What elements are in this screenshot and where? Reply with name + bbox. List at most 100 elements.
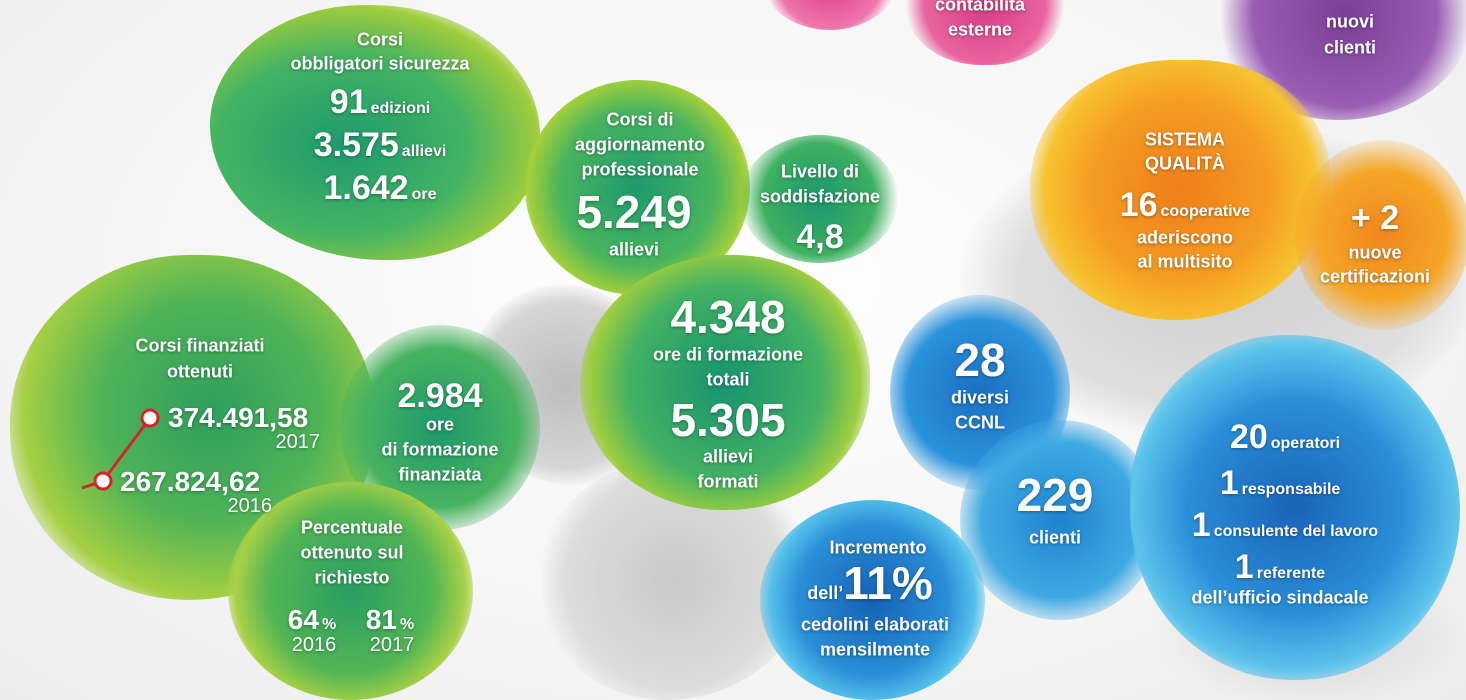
year: 2016: [228, 495, 273, 517]
label: al multisito: [1137, 252, 1232, 272]
label: contabilità: [935, 0, 1025, 15]
text-line: aggiornamento: [575, 136, 705, 155]
label: aderiscono: [1137, 228, 1233, 248]
label: certificazioni: [1320, 267, 1430, 287]
label: nuove: [1348, 243, 1401, 263]
text-line: 4.348: [670, 294, 785, 340]
figure: 229: [1017, 469, 1094, 521]
text-line: cedolini elaborati: [801, 616, 949, 635]
label: soddisfazione: [760, 187, 880, 207]
label: ottenuto sul: [301, 543, 404, 563]
text-line: di formazione: [381, 441, 498, 460]
text-line: finanziata: [398, 466, 481, 485]
infographic: contabilità esterne nuovi clienti Corsi obbli…: [0, 0, 1466, 700]
figure: 1: [1220, 464, 1239, 502]
label: diversi: [951, 388, 1009, 408]
label: responsabile: [1242, 481, 1341, 498]
label: %: [400, 616, 414, 633]
text-line: richiesto: [314, 569, 389, 588]
text-line: 2017: [276, 432, 321, 452]
figure: 28: [954, 334, 1005, 386]
point: [142, 410, 158, 426]
label: di formazione: [381, 440, 498, 460]
text-line: ottenuti: [167, 363, 233, 382]
text-line: ottenuto sul: [301, 544, 404, 563]
figure: 374.491,58: [168, 402, 308, 433]
figure: 4,8: [796, 218, 843, 256]
figure: 20: [1230, 418, 1268, 456]
label: esterne: [948, 20, 1012, 40]
label: totali: [707, 370, 750, 390]
label: QUALITÀ: [1145, 154, 1225, 174]
text-line: CCNL: [955, 414, 1005, 433]
figure: 5.305: [670, 394, 785, 446]
label: Corsi: [357, 30, 403, 50]
label: cedolini elaborati: [801, 615, 949, 635]
figure: 3.575: [314, 126, 399, 164]
label: nuovi: [1326, 12, 1374, 32]
text-line: Corsi di: [606, 111, 673, 130]
text-line: certificazioni: [1320, 268, 1430, 287]
text-line: aderiscono: [1137, 229, 1233, 248]
text-line: clienti: [1029, 529, 1081, 548]
text-line: mensilmente: [820, 641, 930, 660]
figure: 2.984: [397, 377, 482, 415]
label: Corsi di: [606, 110, 673, 130]
year: 2017: [370, 634, 415, 656]
text-line: 2017: [370, 635, 415, 655]
point: [95, 473, 111, 489]
figure: 16: [1120, 186, 1158, 224]
label: consulente del lavoro: [1214, 523, 1378, 540]
figure: 1: [1235, 548, 1254, 586]
label: Corsi finanziati: [135, 336, 264, 356]
text-line: 28: [954, 337, 1005, 383]
text-line: 64%: [288, 606, 336, 634]
label: mensilmente: [820, 640, 930, 660]
text-line: clienti: [1324, 39, 1376, 58]
text-line: 5.249: [576, 189, 691, 235]
label: SISTEMA: [1145, 130, 1225, 150]
figure: 91: [330, 83, 368, 121]
text-line: + 2: [1351, 201, 1399, 235]
label: Incremento: [829, 538, 926, 558]
text-line: professionale: [581, 161, 698, 180]
label: allievi: [703, 447, 753, 467]
year: 2017: [276, 431, 321, 453]
label: clienti: [1029, 528, 1081, 548]
label: CCNL: [955, 413, 1005, 433]
text-line: 374.491,58: [168, 404, 308, 432]
text-line: Corsi: [357, 31, 403, 50]
text-line: QUALITÀ: [1145, 155, 1225, 174]
label: clienti: [1324, 38, 1376, 58]
figure: + 2: [1351, 199, 1399, 237]
text-line: Corsi finanziati: [135, 337, 264, 356]
label: edizioni: [371, 100, 431, 117]
text-line: al multisito: [1137, 253, 1232, 272]
text-line: SISTEMA: [1145, 131, 1225, 150]
text-line: obbligatori sicurezza: [290, 55, 469, 74]
text-line: diversi: [951, 389, 1009, 408]
text-line: allievi: [609, 241, 659, 260]
label: finanziata: [398, 465, 481, 485]
text-line: ore: [426, 416, 454, 435]
text-line: 5.305: [670, 397, 785, 443]
text-line: 267.824,62: [120, 468, 260, 496]
text-line: formati: [697, 473, 758, 492]
label: formati: [697, 472, 758, 492]
text-line: 2016: [228, 496, 273, 516]
label: aggiornamento: [575, 135, 705, 155]
figure: 81: [366, 604, 397, 635]
text-line: 4,8: [796, 220, 843, 254]
label: Percentuale: [301, 518, 403, 538]
figure: 1: [1192, 506, 1211, 544]
label: richiesto: [314, 568, 389, 588]
label: ore: [412, 186, 437, 203]
figure: 5.249: [576, 186, 691, 238]
label: ore di formazione: [653, 345, 803, 365]
